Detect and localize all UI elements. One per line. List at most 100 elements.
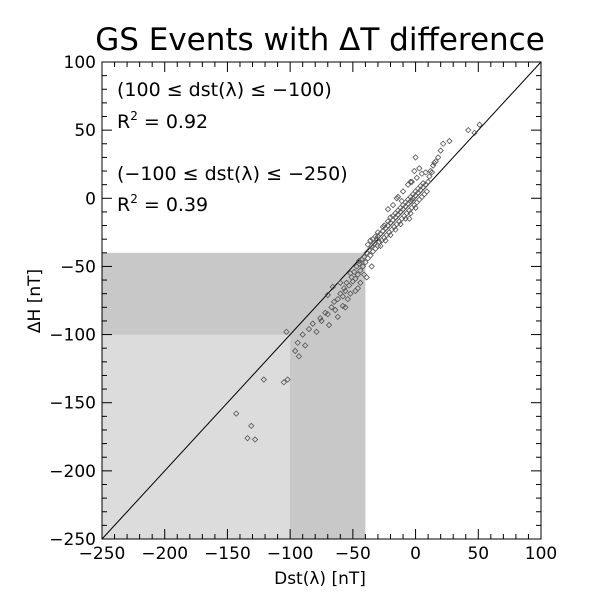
y-tick-label: 50 bbox=[74, 121, 96, 141]
data-point bbox=[408, 204, 415, 211]
data-point bbox=[387, 214, 394, 221]
data-point bbox=[251, 436, 259, 443]
annotation-2: (−100 ≤ dst(λ) ≤ −250) R2 = 0.39 bbox=[117, 163, 348, 216]
data-point bbox=[384, 206, 392, 213]
data-point bbox=[411, 167, 418, 175]
data-point bbox=[305, 325, 313, 333]
data-point bbox=[440, 140, 447, 147]
annotation-2-r2: R2 = 0.39 bbox=[117, 192, 208, 216]
data-point bbox=[393, 221, 400, 228]
data-point bbox=[352, 287, 359, 295]
data-point bbox=[313, 328, 320, 336]
data-point bbox=[357, 279, 364, 286]
data-point bbox=[355, 260, 363, 267]
data-point bbox=[371, 240, 378, 247]
annotation-1-r2-prefix: R bbox=[117, 111, 130, 133]
data-point bbox=[317, 315, 324, 322]
data-point bbox=[398, 197, 405, 205]
data-point bbox=[397, 204, 404, 211]
data-point bbox=[283, 328, 290, 336]
data-point bbox=[340, 285, 348, 292]
x-tick-label: −150 bbox=[204, 544, 251, 564]
data-point bbox=[465, 126, 472, 134]
data-point bbox=[389, 201, 397, 209]
data-point bbox=[362, 259, 369, 266]
data-point bbox=[360, 253, 368, 261]
data-point bbox=[233, 410, 240, 417]
data-point bbox=[417, 182, 424, 190]
data-point bbox=[412, 188, 419, 195]
y-tick-label: −50 bbox=[60, 257, 96, 277]
data-point bbox=[471, 129, 478, 137]
data-point bbox=[387, 231, 394, 239]
data-point bbox=[407, 193, 414, 201]
data-point bbox=[398, 215, 405, 222]
plot-frame bbox=[101, 61, 542, 540]
data-point bbox=[342, 304, 349, 311]
y-tick-label: −150 bbox=[49, 394, 96, 414]
data-point bbox=[383, 231, 390, 239]
x-tick-label: −250 bbox=[79, 544, 126, 564]
data-point bbox=[406, 215, 413, 222]
data-point bbox=[412, 204, 419, 211]
x-tick-labels: −250 −200 −150 −100 −50 0 50 100 bbox=[79, 544, 558, 564]
chart-title: GS Events with ΔT difference bbox=[95, 22, 545, 58]
data-point bbox=[416, 165, 423, 172]
data-point bbox=[431, 159, 438, 167]
data-point bbox=[422, 169, 429, 176]
data-point bbox=[434, 154, 442, 161]
data-point bbox=[368, 263, 375, 270]
data-point bbox=[408, 178, 415, 186]
data-point bbox=[367, 237, 374, 244]
data-point bbox=[424, 178, 432, 186]
y-tick-label: −100 bbox=[49, 326, 96, 346]
annotation-1-r2-sup: 2 bbox=[130, 109, 138, 123]
data-point bbox=[294, 339, 301, 346]
x-tick-label: 50 bbox=[467, 544, 489, 564]
x-tick-label: −100 bbox=[267, 544, 314, 564]
x-tick-label: −200 bbox=[141, 544, 188, 564]
data-point bbox=[350, 268, 358, 276]
data-point bbox=[329, 283, 336, 291]
data-point bbox=[291, 347, 299, 355]
data-point bbox=[377, 242, 384, 250]
x-axis-label: Dst(λ) [nT] bbox=[274, 569, 366, 589]
data-point bbox=[392, 210, 399, 217]
data-point bbox=[330, 298, 338, 306]
data-point bbox=[426, 173, 433, 180]
data-point bbox=[339, 293, 346, 300]
data-point bbox=[325, 321, 333, 329]
annotation-2-r2-prefix: R bbox=[117, 194, 130, 216]
data-point bbox=[345, 282, 353, 289]
data-point bbox=[284, 376, 291, 383]
data-point bbox=[359, 263, 367, 270]
data-point bbox=[446, 137, 453, 145]
data-point bbox=[342, 287, 349, 295]
annotation-1-r2-value: = 0.92 bbox=[138, 111, 208, 133]
data-point bbox=[372, 233, 379, 240]
reference-line bbox=[101, 61, 542, 540]
x-tick-label: 100 bbox=[525, 544, 557, 564]
annotation-1-r2: R2 = 0.92 bbox=[117, 109, 208, 133]
annotation-2-range: (−100 ≤ dst(λ) ≤ −250) bbox=[117, 163, 348, 185]
data-point bbox=[328, 304, 335, 311]
data-point bbox=[428, 169, 436, 176]
data-point bbox=[355, 257, 363, 265]
data-point bbox=[302, 342, 309, 349]
data-point bbox=[399, 188, 407, 195]
x-tick-label: −50 bbox=[335, 544, 371, 564]
data-point bbox=[352, 275, 359, 282]
data-point bbox=[354, 271, 362, 278]
data-point bbox=[379, 223, 387, 231]
data-point bbox=[295, 353, 303, 360]
data-point bbox=[409, 197, 417, 205]
data-point bbox=[437, 147, 444, 154]
annotation-1-range: (100 ≤ dst(λ) ≤ −100) bbox=[117, 79, 332, 101]
data-point bbox=[337, 279, 344, 286]
data-point bbox=[382, 237, 389, 244]
data-point bbox=[407, 210, 414, 217]
data-point bbox=[363, 274, 370, 281]
data-point bbox=[412, 154, 419, 161]
y-tick-label: 0 bbox=[85, 189, 96, 209]
data-point bbox=[280, 379, 288, 386]
